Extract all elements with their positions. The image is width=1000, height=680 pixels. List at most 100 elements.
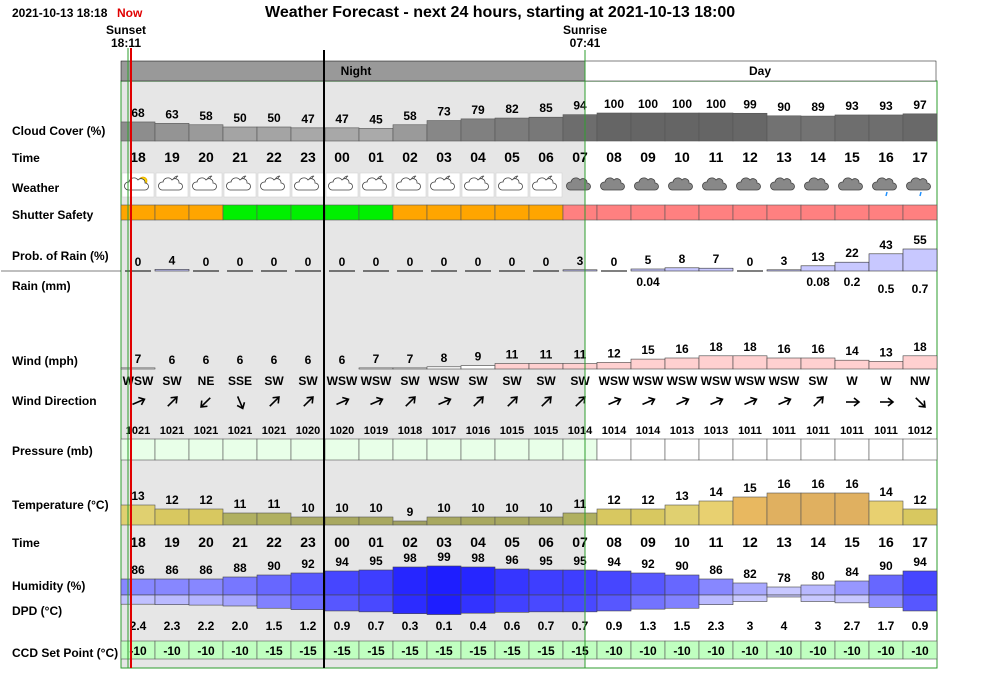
time-label-bottom: 07 (572, 534, 588, 550)
row-label-time-bottom: Time (12, 536, 40, 550)
time-label: 18 (130, 149, 146, 165)
humidity-value: 86 (199, 563, 213, 577)
wind-arrow-shaft (575, 397, 585, 407)
temperature-value: 11 (268, 497, 281, 511)
wind-arrow-head (784, 396, 792, 406)
wind-arrow-head (816, 396, 824, 404)
ccd-set-point-value: -15 (537, 644, 555, 658)
cloud-icon (668, 177, 693, 191)
time-label-bottom: 22 (266, 534, 282, 550)
row-label-time: Time (12, 151, 40, 165)
wind-direction-label: WSW (429, 374, 460, 388)
temperature-bar (324, 516, 360, 526)
row-label-wind-direction: Wind Direction (12, 394, 97, 408)
shutter-safety-cell (290, 204, 326, 221)
pressure-value: 1020 (296, 425, 320, 437)
wind-direction-label: SW (808, 374, 828, 388)
partly-cloudy-night-icon (464, 175, 489, 191)
temperature-bar (460, 516, 496, 526)
cloud-bar (154, 123, 190, 142)
time-label: 14 (810, 149, 826, 165)
time-label: 22 (266, 149, 282, 165)
prob-rain-bar (834, 261, 870, 272)
time-label: 02 (402, 149, 418, 165)
cloud-bar (732, 112, 768, 142)
temperature-value: 10 (471, 501, 485, 515)
shutter-safety-cell (188, 204, 224, 221)
prob-rain-value: 3 (781, 254, 788, 268)
wind-arrow-shaft (541, 397, 551, 407)
temperature-bar (222, 512, 258, 526)
rain-amount-value: 0.08 (806, 275, 830, 289)
time-label: 04 (470, 149, 486, 165)
cloud-value: 94 (573, 99, 587, 113)
ccd-set-point-value: -15 (435, 644, 453, 658)
prob-rain-value: 0 (441, 255, 448, 269)
humidity-bar (222, 576, 258, 596)
pressure-value: 1021 (126, 425, 150, 437)
pressure-value: 1021 (160, 425, 184, 437)
dpd-value: 2.3 (708, 619, 725, 633)
pressure-cell (630, 438, 666, 461)
pressure-cell (868, 438, 904, 461)
dpd-bar (528, 594, 564, 613)
sunrise-label: Sunrise (562, 23, 607, 37)
cloud-value: 47 (301, 112, 315, 126)
cloud-bar (188, 124, 224, 142)
dpd-value: 0.7 (538, 619, 555, 633)
ccd-set-point-value: -10 (197, 644, 215, 658)
temperature-value: 14 (709, 485, 723, 499)
temperature-value: 12 (607, 493, 621, 507)
prob-rain-bar (698, 267, 734, 272)
partly-cloudy-night-icon (294, 175, 319, 191)
cloud-value: 47 (335, 112, 349, 126)
partly-cloudy-night-icon (192, 175, 217, 191)
wind-arrow-icon (405, 396, 416, 407)
cloud-bar (222, 126, 258, 142)
shutter-safety-cell (324, 204, 360, 221)
sunset-marker: Sunset 18:11 (96, 24, 156, 50)
wind-arrow-shaft (132, 398, 144, 406)
partly-cloudy-night-icon (328, 175, 353, 191)
prob-rain-bar (868, 253, 904, 272)
cloud-bar (392, 124, 428, 142)
humidity-bar (494, 568, 530, 596)
temperature-bar (902, 508, 938, 526)
dpd-value: 3 (747, 619, 754, 633)
cloud-icon (226, 177, 251, 191)
cloud-bar (834, 114, 870, 142)
wind-arrow-head (376, 396, 384, 406)
ccd-set-point-value: -10 (877, 644, 895, 658)
cloud-bar (596, 112, 632, 142)
humidity-bar (324, 570, 360, 596)
ccd-set-point-value: -10 (809, 644, 827, 658)
cloud-value: 82 (505, 102, 519, 116)
wind-direction-label: NE (198, 374, 215, 388)
prob-rain-value: 0 (509, 255, 516, 269)
ccd-set-point-value: -10 (129, 644, 147, 658)
wind-arrow-head (648, 396, 656, 406)
humidity-bar (528, 569, 564, 596)
time-label: 07 (572, 149, 588, 165)
cloud-bar (256, 126, 292, 142)
cloud-icon (634, 177, 659, 191)
cloud-value: 90 (777, 100, 791, 114)
dpd-value: 3 (815, 619, 822, 633)
shutter-safety-cell (596, 204, 632, 221)
humidity-bar (800, 584, 836, 596)
wind-value: 6 (203, 353, 210, 367)
wind-bar (358, 367, 394, 370)
pressure-value: 1018 (398, 425, 422, 437)
wind-arrow-icon (710, 396, 724, 406)
ccd-set-point-value: -10 (707, 644, 725, 658)
cloud-icon (532, 177, 557, 191)
cloud-icon (430, 177, 455, 191)
temperature-bar (426, 516, 462, 526)
shutter-safety-cell (222, 204, 258, 221)
row-label-shutter-safety: Shutter Safety (12, 208, 94, 222)
wind-arrow-shaft (744, 398, 756, 406)
humidity-value: 94 (335, 555, 349, 569)
humidity-value: 90 (879, 559, 893, 573)
shutter-safety-cell (154, 204, 190, 221)
wind-direction-label: SW (298, 374, 318, 388)
